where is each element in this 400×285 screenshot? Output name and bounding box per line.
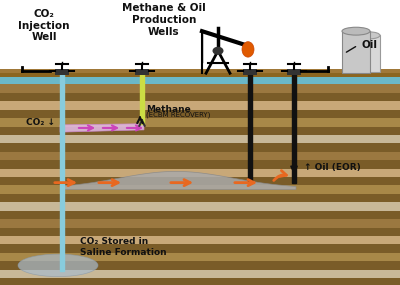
Bar [0, 143, 400, 152]
Text: ↑ Oil (EOR): ↑ Oil (EOR) [304, 163, 361, 172]
Polygon shape [60, 124, 144, 132]
Text: (ECBM RECOVERY): (ECBM RECOVERY) [146, 112, 210, 118]
Ellipse shape [242, 42, 254, 57]
Text: Methane & Oil
Production
Wells: Methane & Oil Production Wells [122, 3, 206, 36]
Bar [0, 253, 400, 261]
FancyArrowPatch shape [99, 180, 118, 186]
Bar [0, 236, 400, 244]
Bar [0, 78, 400, 84]
Bar [0, 152, 400, 160]
Polygon shape [62, 171, 296, 190]
Bar [0, 93, 400, 101]
Bar [0, 177, 400, 186]
Bar [60, 73, 64, 271]
Text: CO₂ ↓: CO₂ ↓ [26, 118, 55, 127]
FancyArrowPatch shape [127, 125, 141, 131]
Bar [0, 219, 400, 227]
Bar [243, 69, 257, 75]
Bar [0, 169, 400, 177]
Bar [0, 186, 400, 194]
Bar [0, 69, 400, 73]
FancyArrowPatch shape [274, 170, 286, 180]
FancyArrowPatch shape [79, 125, 93, 131]
Bar [0, 110, 400, 118]
Bar [0, 101, 400, 110]
Bar [0, 194, 400, 202]
Bar [0, 5, 400, 69]
Circle shape [213, 47, 223, 54]
Bar [0, 227, 400, 236]
Bar [0, 84, 400, 93]
Bar [0, 127, 400, 135]
Bar [0, 244, 400, 253]
Bar [0, 270, 400, 278]
Bar [342, 31, 370, 73]
Bar [135, 69, 149, 75]
Bar [0, 160, 400, 169]
Bar [0, 211, 400, 219]
Bar [248, 73, 252, 183]
FancyArrowPatch shape [235, 180, 254, 186]
Text: CO₂ Stored in
Saline Formation: CO₂ Stored in Saline Formation [80, 237, 167, 257]
FancyArrowPatch shape [171, 180, 190, 186]
FancyArrowPatch shape [55, 180, 74, 186]
Bar [0, 73, 400, 78]
Bar [292, 73, 296, 183]
Bar [0, 135, 400, 143]
Bar [0, 202, 400, 211]
Bar [0, 118, 400, 127]
Bar [358, 35, 380, 72]
FancyArrowPatch shape [103, 125, 117, 131]
Bar [140, 73, 144, 124]
Bar [287, 69, 301, 75]
Text: Oil: Oil [362, 40, 378, 50]
Bar [55, 69, 69, 75]
Bar [0, 261, 400, 270]
Text: CO₂
Injection
Well: CO₂ Injection Well [18, 9, 70, 42]
Ellipse shape [18, 254, 98, 276]
Ellipse shape [342, 27, 370, 35]
Text: Methane: Methane [146, 105, 191, 114]
Bar [0, 278, 400, 285]
Ellipse shape [358, 32, 380, 39]
